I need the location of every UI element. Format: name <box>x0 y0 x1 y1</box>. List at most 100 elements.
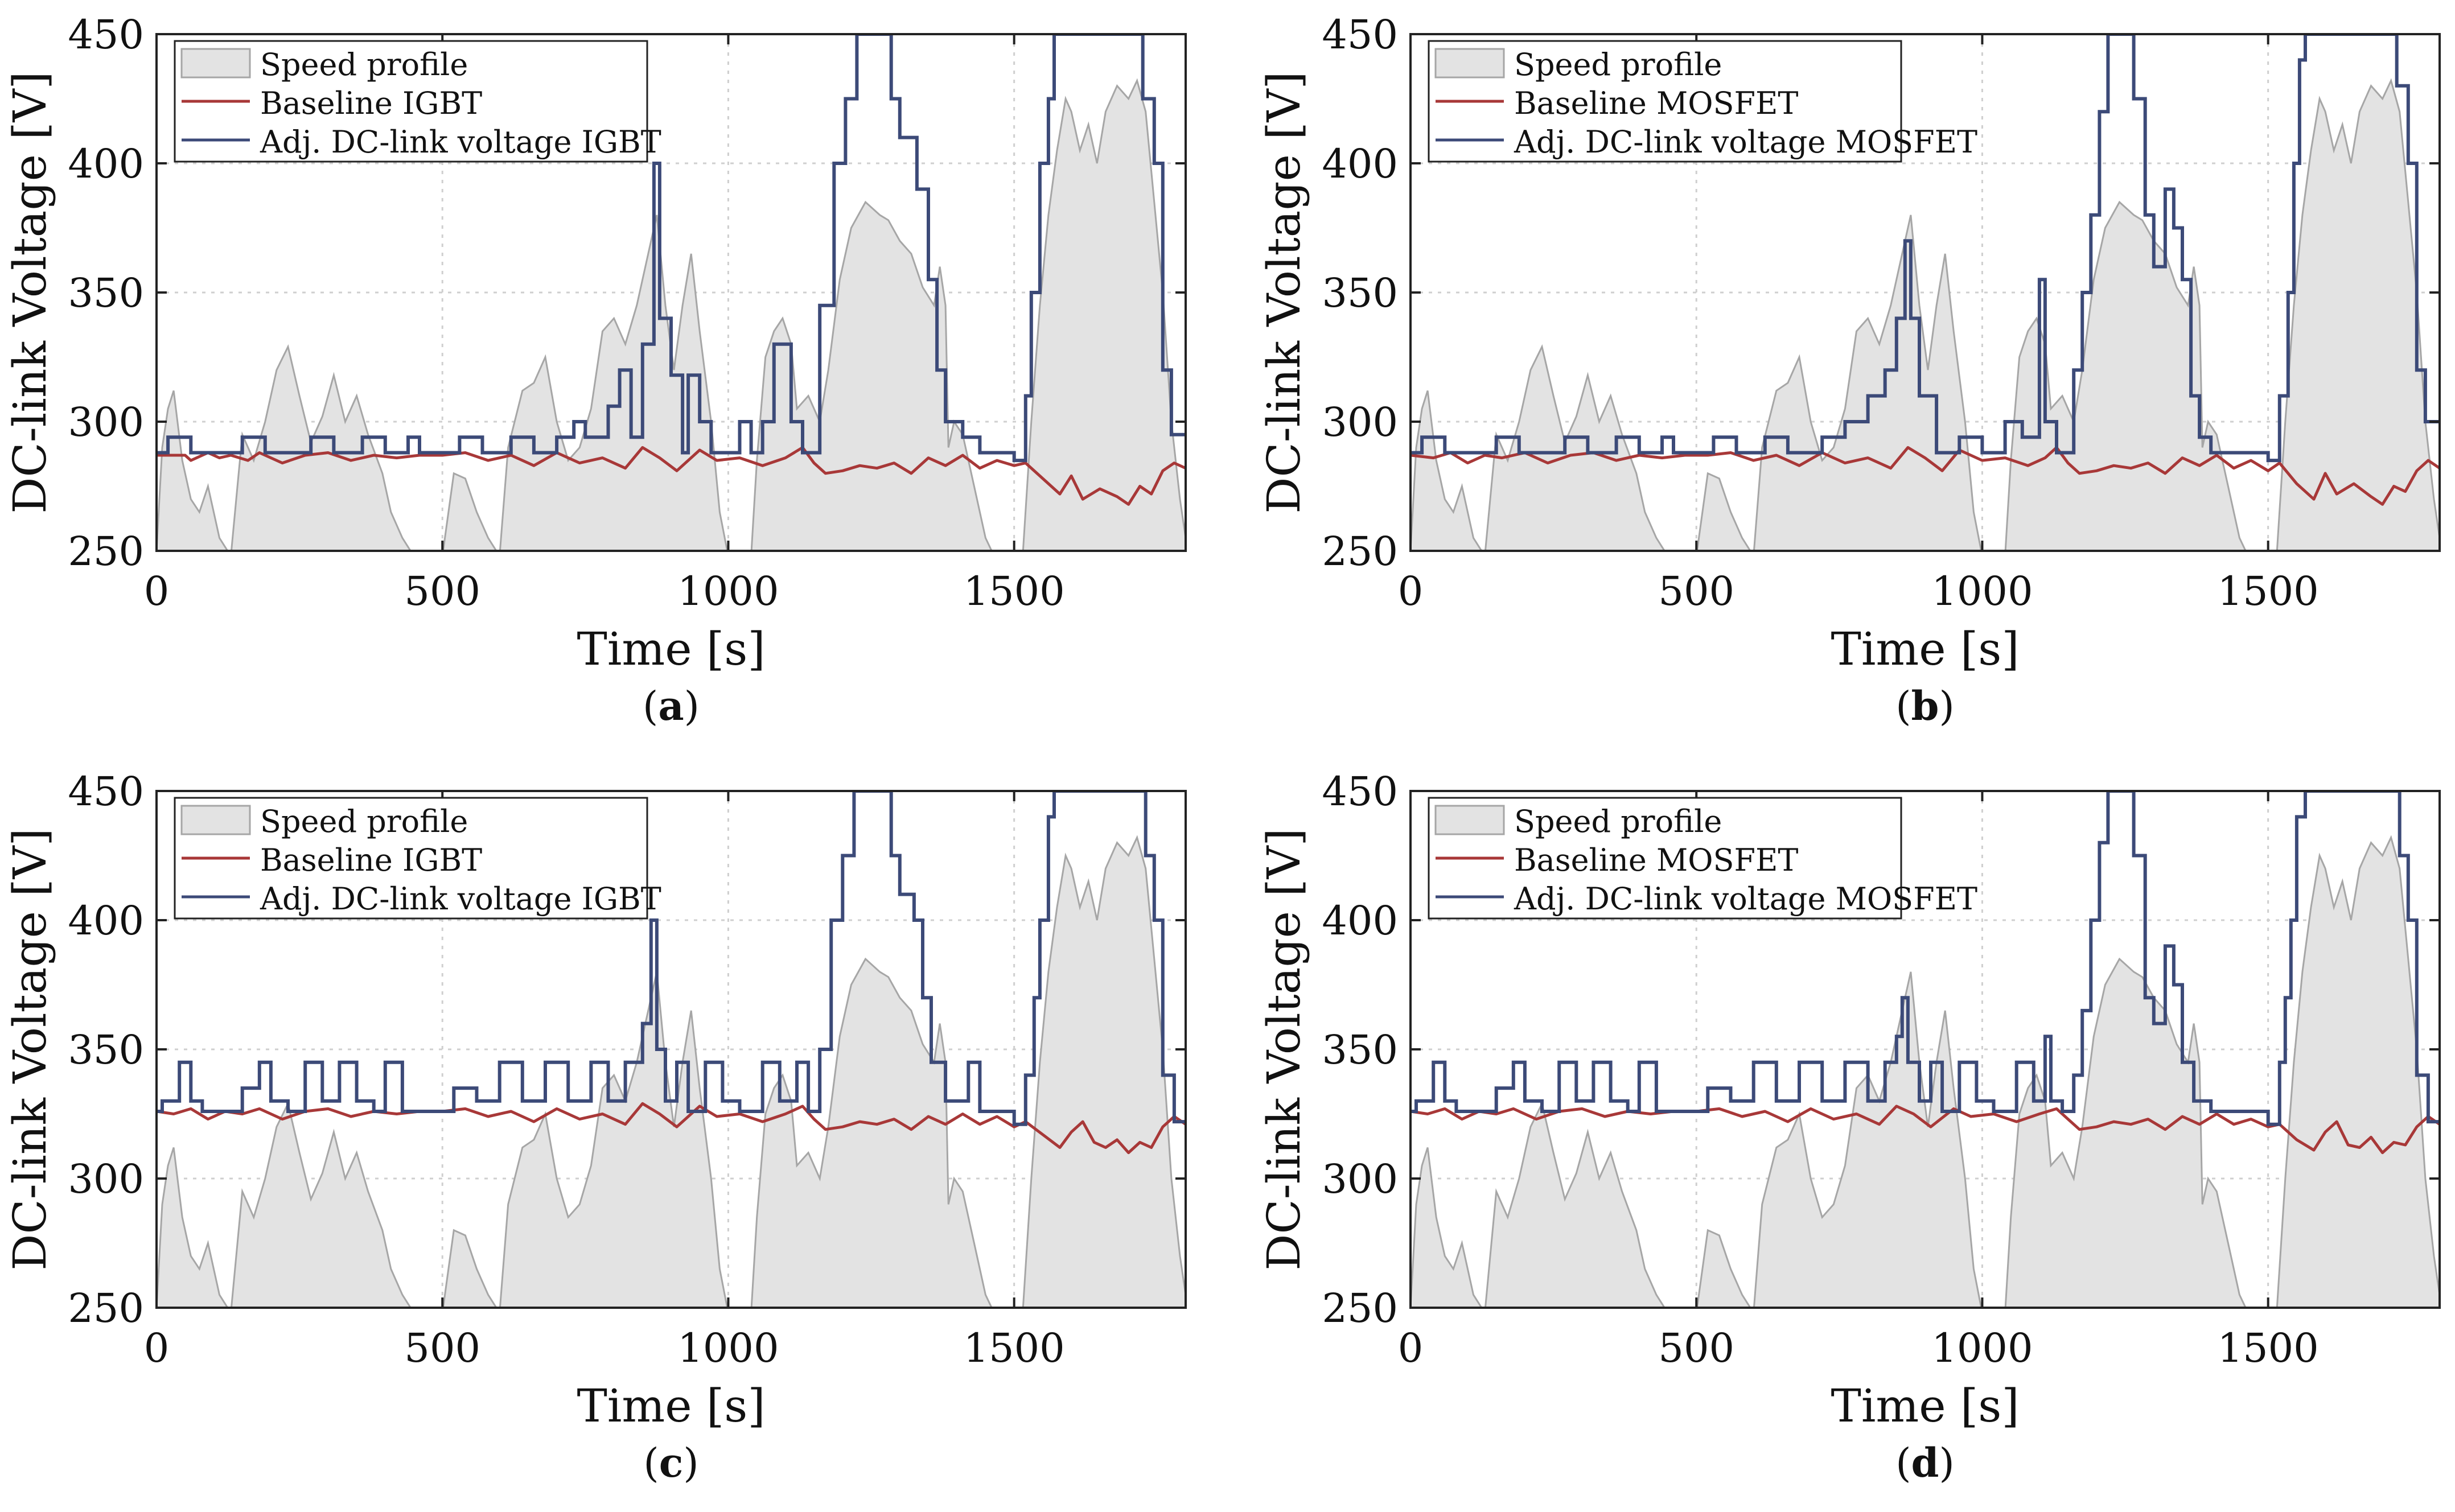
chart-a-ytick-label: 450 <box>68 11 144 58</box>
chart-d-ytick-label: 300 <box>1322 1156 1398 1202</box>
chart-c-ytick-label: 450 <box>68 768 144 815</box>
chart-d-ytick-label: 350 <box>1322 1027 1398 1073</box>
chart-c-baseline-line <box>157 1102 1186 1155</box>
chart-a-xtick-label: 1000 <box>677 568 779 615</box>
chart-b-caption: (b) <box>1895 682 1955 730</box>
chart-d-x-axis-label: Time [s] <box>1831 1379 2019 1432</box>
chart-a-ytick-label: 350 <box>68 270 144 316</box>
chart-b-caption-open: ( <box>1895 683 1911 730</box>
chart-d-ytick-label: 250 <box>1322 1285 1398 1332</box>
chart-d: 0 500 1000 1500 250 300 350 400 450 Time [s] DC-li… <box>1257 768 2441 1486</box>
chart-b-legend-box <box>1428 40 1902 163</box>
chart-d-legend-box <box>1428 797 1902 920</box>
chart-c-caption-close: ) <box>683 1440 698 1486</box>
chart-b-ytick-label: 250 <box>1322 528 1398 575</box>
chart-c-ytick-label: 400 <box>68 897 144 944</box>
chart-c-xtick-label: 0 <box>144 1325 170 1371</box>
chart-b-adjusted-line <box>1411 34 2440 463</box>
chart-c-x-axis-label: Time [s] <box>577 1379 765 1432</box>
chart-d-adjusted-line <box>1411 791 2440 1126</box>
chart-d-legend-label-speed: Speed profile <box>1514 804 1722 839</box>
chart-d-series-group <box>1411 791 2440 1308</box>
chart-a-legend-box <box>174 40 648 163</box>
chart-c-adjusted-line <box>157 791 1186 1126</box>
chart-a-speed-profile-area <box>157 78 1186 551</box>
chart-a-series-group <box>157 34 1186 551</box>
chart-b-y-axis-label: DC-link Voltage [V] <box>1257 71 1310 513</box>
chart-a-caption-open: ( <box>643 683 658 730</box>
chart-b-ytick-label: 400 <box>1322 141 1398 187</box>
chart-a-legend-swatch-speed <box>180 48 251 79</box>
chart-c-xtick-label: 1000 <box>677 1325 779 1371</box>
chart-b-caption-letter: b <box>1911 682 1939 730</box>
chart-c-legend-label-speed: Speed profile <box>260 804 468 839</box>
chart-d-ytick-label: 450 <box>1322 768 1398 815</box>
chart-a-ytick-label: 250 <box>68 528 144 575</box>
chart-a-caption-close: ) <box>684 683 700 730</box>
chart-b-ytick-label: 300 <box>1322 399 1398 446</box>
chart-d-xtick-label: 1000 <box>1931 1325 2033 1371</box>
chart-c-y-axis-label: DC-link Voltage [V] <box>3 828 56 1270</box>
chart-a-legend-label-speed: Speed profile <box>260 47 468 83</box>
chart-c-ytick-label: 350 <box>68 1027 144 1073</box>
chart-b-xtick-label: 1000 <box>1931 568 2033 615</box>
chart-d-legend-label-baseline: Baseline MOSFET <box>1514 842 1798 878</box>
chart-d-y-axis-label: DC-link Voltage [V] <box>1257 828 1310 1270</box>
chart-c-caption: (c) <box>643 1439 698 1486</box>
chart-c-xtick-label: 500 <box>404 1325 480 1371</box>
chart-a-y-axis-label: DC-link Voltage [V] <box>3 71 56 513</box>
chart-d-legend-swatch-speed <box>1434 805 1505 835</box>
chart-c-caption-letter: c <box>659 1439 684 1486</box>
chart-c-caption-open: ( <box>643 1440 659 1486</box>
chart-d-caption-open: ( <box>1895 1440 1911 1486</box>
chart-a-caption-letter: a <box>658 682 684 730</box>
chart-d-legend-label-adjusted: Adj. DC-link voltage MOSFET <box>1514 881 1977 917</box>
chart-b-x-axis-label: Time [s] <box>1831 623 2019 675</box>
chart-d-xtick-label: 0 <box>1398 1325 1424 1371</box>
chart-d-caption-letter: d <box>1911 1439 1939 1486</box>
chart-b: 0 500 1000 1500 250 300 350 400 450 Time [s] DC-li… <box>1257 11 2441 730</box>
chart-c-legend-box <box>174 797 648 920</box>
chart-c-speed-profile-area <box>157 835 1186 1308</box>
chart-c-legend-label-adjusted: Adj. DC-link voltage IGBT <box>260 881 661 917</box>
chart-d-caption-close: ) <box>1939 1440 1954 1486</box>
chart-b-xtick-label: 1500 <box>2218 568 2319 615</box>
chart-a-xtick-label: 0 <box>144 568 170 615</box>
chart-b-speed-profile-area <box>1411 78 2440 551</box>
chart-a-adjusted-line <box>157 34 1186 463</box>
chart-b-ytick-label: 350 <box>1322 270 1398 316</box>
chart-a-xtick-label: 1500 <box>964 568 1065 615</box>
chart-a-baseline-line <box>157 446 1186 506</box>
chart-b-caption-close: ) <box>1939 683 1954 730</box>
chart-c-ytick-label: 300 <box>68 1156 144 1202</box>
chart-b-baseline-line <box>1411 446 2440 506</box>
chart-b-legend-label-speed: Speed profile <box>1514 47 1722 83</box>
chart-d-caption: (d) <box>1895 1439 1955 1486</box>
chart-a-xtick-label: 500 <box>404 568 480 615</box>
chart-a-legend-label-adjusted: Adj. DC-link voltage IGBT <box>260 124 661 160</box>
chart-c: 0 500 1000 1500 250 300 350 400 450 Time [s] DC-li… <box>3 768 1187 1486</box>
chart-c-series-group <box>157 791 1186 1308</box>
chart-a-ytick-label: 300 <box>68 399 144 446</box>
chart-c-legend-label-baseline: Baseline IGBT <box>260 842 482 878</box>
chart-b-legend-label-adjusted: Adj. DC-link voltage MOSFET <box>1514 124 1977 160</box>
chart-a: 0 500 1000 1500 250 300 350 400 450 Time [s] DC-li… <box>3 11 1187 730</box>
chart-d-xtick-label: 500 <box>1658 1325 1734 1371</box>
chart-d-baseline-line <box>1411 1105 2440 1155</box>
chart-a-x-axis-label: Time [s] <box>577 623 765 675</box>
chart-a-legend-label-baseline: Baseline IGBT <box>260 85 482 121</box>
chart-b-ytick-label: 450 <box>1322 11 1398 58</box>
chart-b-legend-label-baseline: Baseline MOSFET <box>1514 85 1798 121</box>
chart-c-legend-swatch-speed <box>180 805 251 835</box>
chart-b-xtick-label: 0 <box>1398 568 1424 615</box>
chart-a-caption: (a) <box>643 682 700 730</box>
chart-b-legend-swatch-speed <box>1434 48 1505 79</box>
chart-a-ytick-label: 400 <box>68 141 144 187</box>
chart-b-xtick-label: 500 <box>1658 568 1734 615</box>
chart-d-ytick-label: 400 <box>1322 897 1398 944</box>
